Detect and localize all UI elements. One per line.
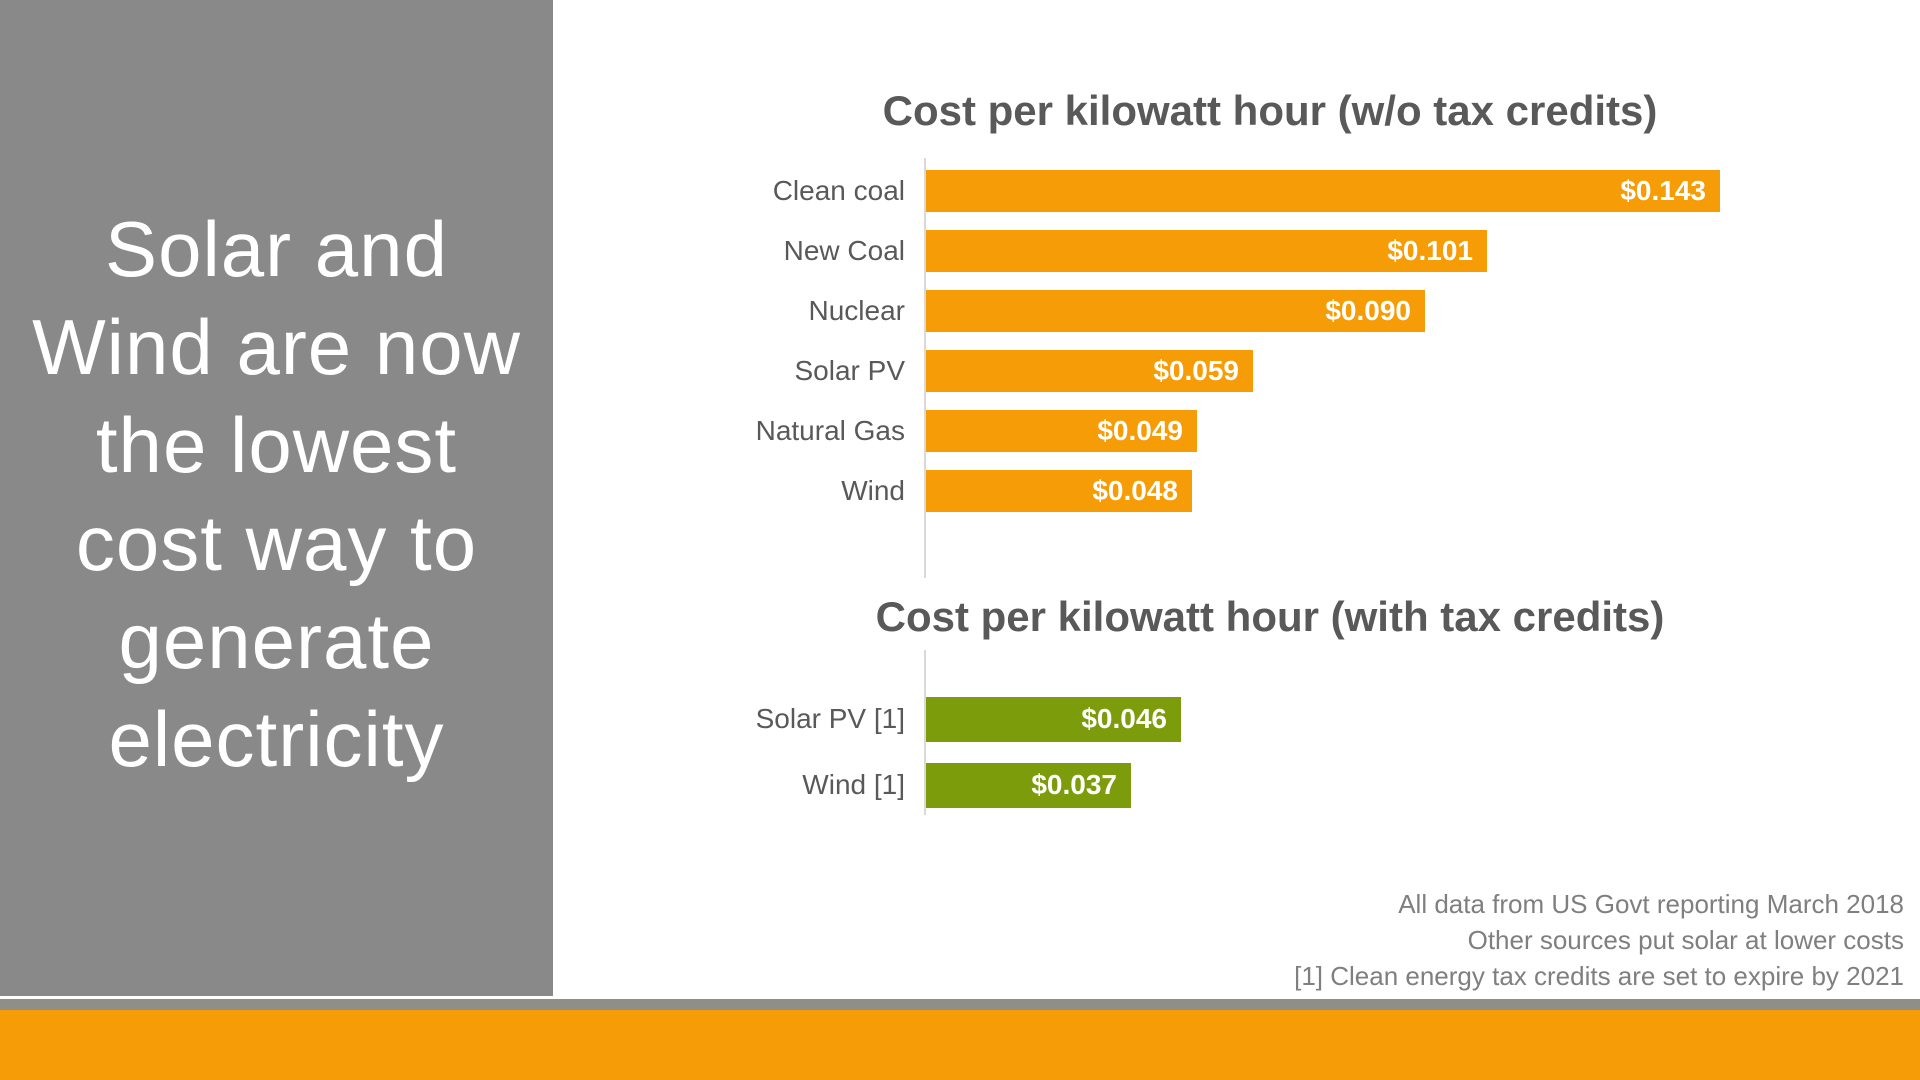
chart-without-tax-credits: Cost per kilowatt hour (w/o tax credits)… bbox=[620, 87, 1920, 578]
data-bar: $0.048 bbox=[925, 470, 1192, 512]
bar-value-label: $0.059 bbox=[1153, 355, 1239, 386]
bar-row: Solar PV $0.059 bbox=[620, 341, 1920, 401]
data-bar: $0.059 bbox=[925, 350, 1253, 392]
category-label: Clean coal bbox=[772, 175, 905, 206]
footnotes: All data from US Govt reporting March 20… bbox=[1294, 886, 1904, 994]
bar-row: New Coal $0.101 bbox=[620, 221, 1920, 281]
accent-strip bbox=[0, 1010, 1920, 1080]
bar-value-label: $0.090 bbox=[1325, 295, 1411, 326]
bar-value-label: $0.101 bbox=[1387, 235, 1473, 266]
data-bar: $0.101 bbox=[925, 230, 1487, 272]
bar-row: Clean coal $0.143 bbox=[620, 161, 1920, 221]
bar-row: Wind $0.048 bbox=[620, 461, 1920, 521]
bar-row: Nuclear $0.090 bbox=[620, 281, 1920, 341]
headline-line: the lowest bbox=[95, 401, 458, 489]
bar-value-label: $0.049 bbox=[1097, 415, 1183, 446]
chart-plot-area: Clean coal $0.143 New Coal $0.101 Nuclear $0.… bbox=[620, 158, 1920, 578]
bar-value-label: $0.037 bbox=[1031, 769, 1117, 800]
category-label: Solar PV [1] bbox=[755, 703, 905, 734]
category-label: Wind [1] bbox=[802, 769, 905, 800]
footnote-line: Other sources put solar at lower costs bbox=[1467, 925, 1904, 955]
bar-row: Solar PV [1] $0.046 bbox=[620, 686, 1920, 752]
y-axis-line bbox=[924, 650, 926, 815]
bar-row: Natural Gas $0.049 bbox=[620, 401, 1920, 461]
headline-line: electricity bbox=[108, 695, 445, 783]
data-bar: $0.049 bbox=[925, 410, 1197, 452]
headline-line: generate bbox=[118, 597, 435, 685]
chart-title: Cost per kilowatt hour (w/o tax credits) bbox=[882, 87, 1658, 134]
category-label: Wind bbox=[841, 475, 905, 506]
headline-line: Wind are now bbox=[32, 303, 521, 391]
category-label: Solar PV bbox=[794, 355, 906, 386]
bar-value-label: $0.143 bbox=[1620, 175, 1706, 206]
headline-panel: Solar and Wind are now the lowest cost w… bbox=[0, 0, 553, 996]
footnote-line: [1] Clean energy tax credits are set to … bbox=[1294, 961, 1904, 991]
category-label: Nuclear bbox=[808, 295, 905, 326]
headline-line: cost way to bbox=[75, 499, 478, 587]
bar-value-label: $0.046 bbox=[1081, 703, 1167, 734]
y-axis-line bbox=[924, 158, 926, 578]
bar-row: Wind [1] $0.037 bbox=[620, 752, 1920, 818]
divider-strip bbox=[0, 999, 1920, 1010]
data-bar: $0.046 bbox=[925, 696, 1181, 742]
bar-value-label: $0.048 bbox=[1092, 475, 1178, 506]
chart-title: Cost per kilowatt hour (with tax credits… bbox=[875, 593, 1665, 640]
headline-text: Solar and Wind are now the lowest cost w… bbox=[0, 0, 553, 788]
headline-line: Solar and bbox=[105, 205, 448, 293]
chart-plot-area: Solar PV [1] $0.046 Wind [1] $0.037 bbox=[620, 650, 1920, 818]
data-bar: $0.090 bbox=[925, 290, 1425, 332]
chart-with-tax-credits: Cost per kilowatt hour (with tax credits… bbox=[620, 594, 1920, 818]
category-label: Natural Gas bbox=[755, 415, 905, 446]
category-label: New Coal bbox=[783, 235, 905, 266]
data-bar: $0.037 bbox=[925, 762, 1131, 808]
footnote-line: All data from US Govt reporting March 20… bbox=[1398, 889, 1904, 919]
data-bar: $0.143 bbox=[925, 170, 1720, 212]
